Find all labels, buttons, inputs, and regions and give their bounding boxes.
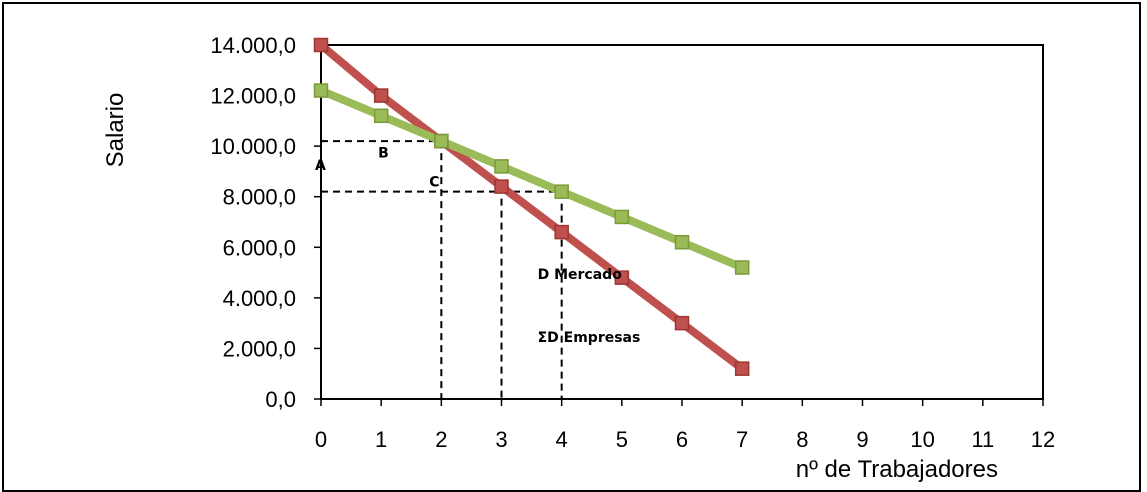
- series-1-line: [318, 41, 745, 372]
- y-tick-label: 12.000,0: [210, 84, 296, 109]
- series-2-point: [494, 159, 509, 174]
- x-axis-title: nº de Trabajadores: [796, 456, 998, 483]
- x-tick-label: 2: [435, 427, 447, 452]
- series-2-point: [313, 83, 329, 98]
- series-1-point: [494, 179, 509, 194]
- x-tick-label: 1: [375, 427, 387, 452]
- series-group: [313, 37, 750, 376]
- y-tick-label: 0,0: [265, 387, 296, 412]
- annotation-d-mercado: D Mercado: [538, 267, 623, 283]
- annotation-sum-d-empresas: ΣD Empresas: [538, 330, 641, 346]
- x-tick-label: 7: [736, 427, 748, 452]
- series-1-point: [313, 37, 329, 53]
- x-tick-label: 9: [856, 427, 868, 452]
- y-tick-label: 10.000,0: [210, 134, 296, 159]
- series-1-point: [373, 88, 389, 103]
- series-2-point: [554, 184, 569, 199]
- annotation-b: B: [378, 146, 389, 162]
- axes: [314, 44, 1044, 406]
- x-tick-label: 10: [910, 427, 934, 452]
- x-tick-label: 11: [971, 427, 994, 452]
- y-tick-label: 14.000,0: [210, 33, 296, 58]
- tick-labels: 0 1 2 3 4 5 6 7 8 9 10 11 120,02.000,04.000,06.000,0…: [210, 33, 1055, 452]
- x-tick-label: 5: [616, 427, 628, 452]
- reference-lines: [321, 140, 563, 399]
- x-tick-label: 8: [796, 427, 808, 452]
- series-2-point: [614, 209, 630, 225]
- series-1-point: [554, 224, 569, 240]
- series-2-point: [373, 108, 389, 124]
- annotation-a: A: [315, 158, 326, 174]
- x-tick-label: 6: [676, 427, 688, 452]
- x-tick-label: 3: [495, 427, 507, 452]
- series-2-point: [734, 260, 750, 275]
- series-2-point: [674, 234, 690, 250]
- series-1-point: [674, 315, 690, 331]
- series-2-line: [319, 86, 744, 272]
- series-1-point: [614, 270, 630, 285]
- annotation-c: C: [429, 175, 439, 191]
- series-1-point: [734, 361, 750, 376]
- y-tick-label: 4.000,0: [223, 286, 296, 311]
- x-tick-label: 4: [556, 427, 568, 452]
- annotations: A B C D Mercado ΣD Empresas: [315, 146, 640, 347]
- x-tick-label: 12: [1031, 427, 1055, 452]
- y-tick-label: 2.000,0: [223, 336, 296, 361]
- plot-area-border: [320, 44, 1044, 400]
- x-tick-label: 0: [315, 427, 327, 452]
- y-tick-label: 8.000,0: [223, 185, 296, 210]
- y-axis-title: Salario: [102, 93, 129, 168]
- series-2-point: [434, 133, 449, 149]
- y-tick-label: 6.000,0: [223, 235, 296, 260]
